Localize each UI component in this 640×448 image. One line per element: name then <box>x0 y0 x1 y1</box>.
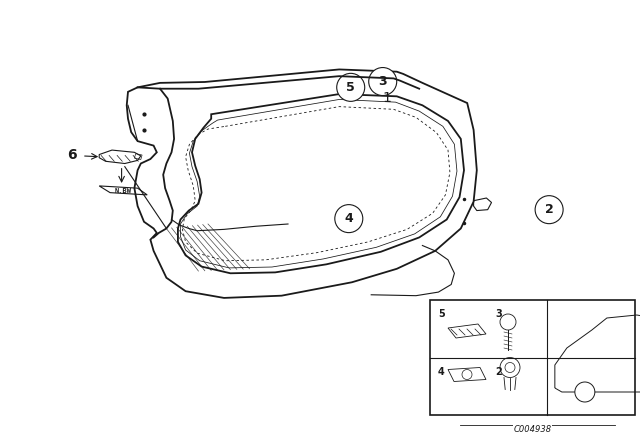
Text: N.BW: N.BW <box>115 188 131 194</box>
Bar <box>430 300 635 415</box>
Text: 6: 6 <box>67 148 77 163</box>
Text: 5: 5 <box>346 81 355 94</box>
Text: 4: 4 <box>344 212 353 225</box>
Text: 1: 1 <box>383 90 392 105</box>
Text: 2: 2 <box>545 203 554 216</box>
Text: 2: 2 <box>495 366 502 376</box>
Circle shape <box>575 382 595 402</box>
Circle shape <box>535 196 563 224</box>
Text: 5: 5 <box>438 309 445 319</box>
Text: 3: 3 <box>495 309 502 319</box>
Circle shape <box>337 73 365 101</box>
Circle shape <box>369 68 397 95</box>
Text: 4: 4 <box>438 366 445 376</box>
Text: C004938: C004938 <box>513 425 552 434</box>
Text: 3: 3 <box>378 75 387 88</box>
Circle shape <box>335 205 363 233</box>
